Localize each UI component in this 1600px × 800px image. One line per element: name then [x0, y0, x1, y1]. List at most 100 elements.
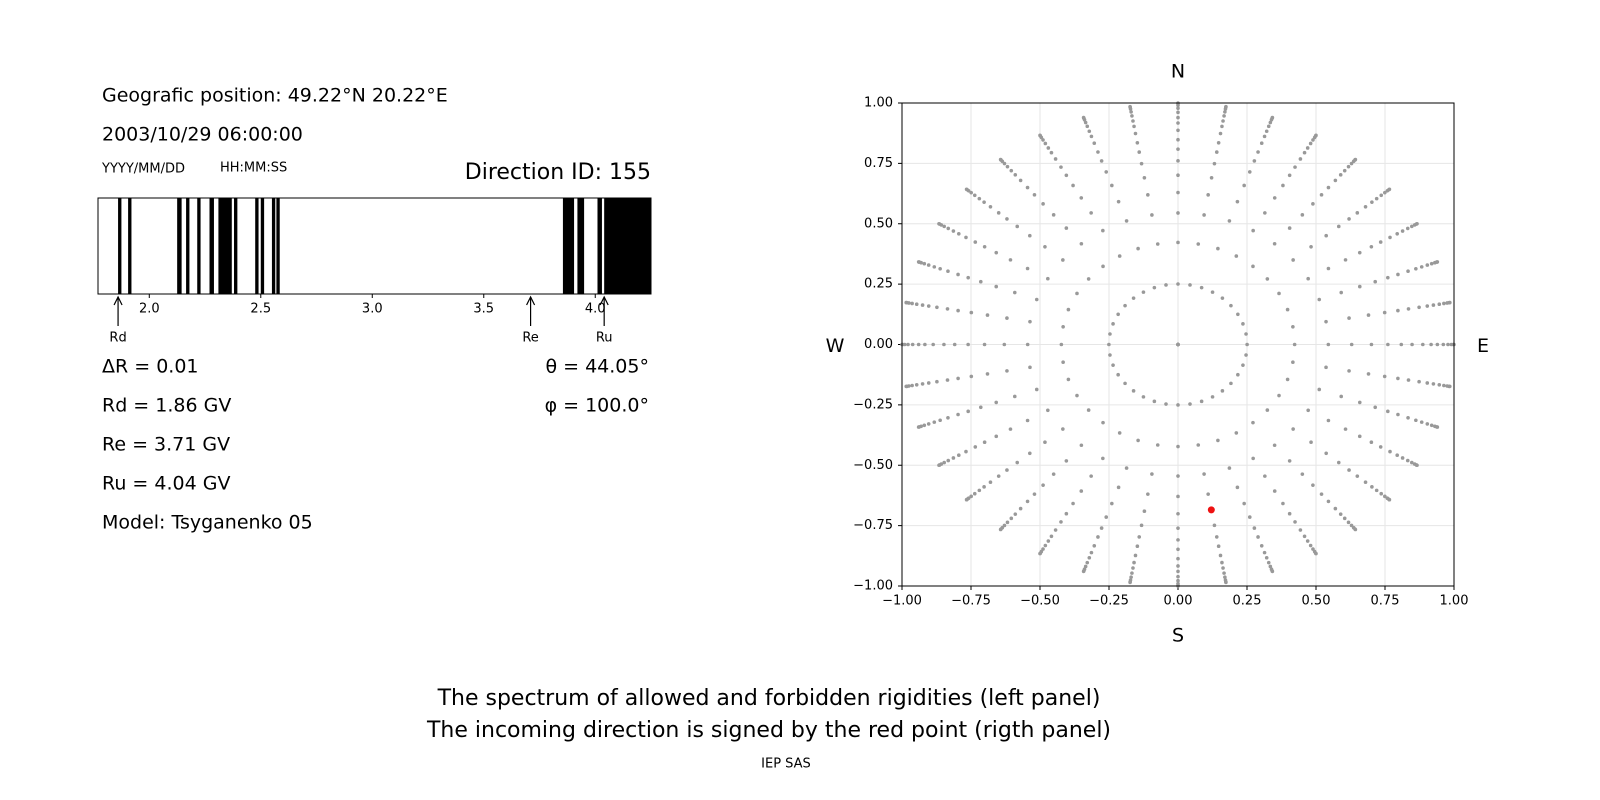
direction-point	[1116, 372, 1120, 377]
direction-point	[1041, 138, 1045, 142]
direction-point	[1305, 146, 1310, 150]
direction-point	[1291, 427, 1295, 431]
direction-point	[1357, 400, 1362, 405]
direction-point	[1378, 240, 1383, 244]
direction-point	[969, 494, 973, 499]
direction-point	[1079, 443, 1084, 448]
time-format: HH:MM:SS	[220, 161, 287, 176]
selected-direction	[1207, 506, 1215, 514]
direction-point	[1028, 319, 1032, 324]
x-tick-label: −1.00	[882, 594, 922, 609]
direction-point	[1135, 544, 1140, 548]
direction-point	[1110, 183, 1114, 188]
direction-point	[1298, 528, 1303, 532]
direction-point	[1108, 332, 1112, 336]
direction-point	[1089, 134, 1094, 139]
direction-point	[1218, 553, 1223, 558]
direction-point	[1414, 266, 1418, 271]
direction-point	[942, 224, 947, 229]
x-tick-label: 4.0	[585, 302, 606, 317]
direction-point	[1415, 463, 1419, 468]
direction-point	[1176, 564, 1180, 568]
direction-point	[1116, 485, 1121, 490]
direction-point	[1206, 492, 1210, 496]
direction-point	[996, 474, 1001, 478]
direction-point	[1133, 131, 1138, 136]
direction-point	[1435, 425, 1440, 429]
direction-point	[1309, 440, 1313, 444]
direction-point	[1302, 150, 1307, 155]
direction-point	[946, 458, 951, 463]
marker-label: Rd	[109, 331, 126, 346]
direction-point	[1176, 526, 1180, 530]
direction-point	[1370, 200, 1374, 204]
direction-point	[945, 378, 950, 382]
direction-point	[1326, 266, 1331, 271]
direction-point	[1212, 161, 1217, 166]
y-tick-label: −0.75	[853, 518, 893, 533]
direction-point	[935, 379, 939, 384]
direction-point	[1199, 285, 1204, 290]
direction-point	[1009, 168, 1014, 173]
direction-point	[1263, 474, 1267, 478]
direction-point	[1395, 231, 1399, 236]
direction-point	[1081, 115, 1086, 120]
direction-point	[1061, 324, 1065, 329]
direction-point	[1176, 511, 1180, 516]
direction-point	[1311, 138, 1315, 142]
direction-point	[1357, 250, 1362, 255]
direction-point	[1347, 468, 1351, 472]
direction-point	[1043, 543, 1048, 548]
direction-point	[1395, 453, 1399, 458]
direction-point	[1176, 403, 1180, 407]
direction-point	[1155, 443, 1160, 447]
direction-point	[1104, 515, 1109, 519]
direction-point	[1150, 213, 1154, 217]
direction-point	[1305, 539, 1310, 543]
direction-point	[1442, 301, 1446, 306]
direction-point	[1176, 106, 1180, 111]
direction-point	[926, 263, 931, 267]
y-tick-label: 0.50	[864, 216, 893, 231]
direction-point	[1252, 526, 1257, 530]
direction-point	[1164, 283, 1168, 287]
direction-point	[1028, 233, 1032, 238]
direction-point	[1028, 451, 1032, 456]
direction-point	[931, 342, 935, 347]
direction-point	[1437, 302, 1442, 306]
direction-point	[1002, 161, 1007, 166]
direction-point	[1130, 114, 1134, 118]
direction-point	[964, 235, 968, 240]
direction-point	[998, 527, 1003, 532]
direction-point	[1406, 378, 1411, 382]
direction-point	[1263, 211, 1267, 215]
direction-point	[942, 460, 947, 465]
direction-point	[916, 260, 921, 264]
direction-point	[1419, 420, 1424, 424]
direction-point	[1429, 342, 1433, 347]
direction-point	[1247, 515, 1252, 519]
direction-point	[938, 266, 942, 271]
direction-point	[1008, 427, 1013, 431]
direction-point	[1251, 420, 1255, 425]
direction-point	[1373, 279, 1378, 284]
direction-point	[1096, 535, 1100, 539]
direction-point	[1137, 535, 1142, 539]
direction-point	[1346, 164, 1351, 169]
direction-point	[1262, 134, 1267, 139]
direction-point	[966, 409, 970, 414]
direction-point	[1339, 290, 1344, 295]
direction-point	[978, 279, 983, 284]
direction-point	[1272, 241, 1277, 246]
x-tick-label: 0.25	[1233, 594, 1262, 609]
direction-point	[1108, 353, 1112, 357]
direction-point	[1353, 527, 1358, 532]
direction-point	[1142, 176, 1147, 180]
direction-point	[1300, 472, 1305, 476]
direction-point	[1002, 523, 1007, 528]
direction-point	[1251, 228, 1255, 233]
direction-point	[922, 261, 927, 266]
direction-point	[910, 301, 914, 306]
direction-point	[1234, 254, 1239, 258]
direction-point	[1266, 560, 1271, 565]
